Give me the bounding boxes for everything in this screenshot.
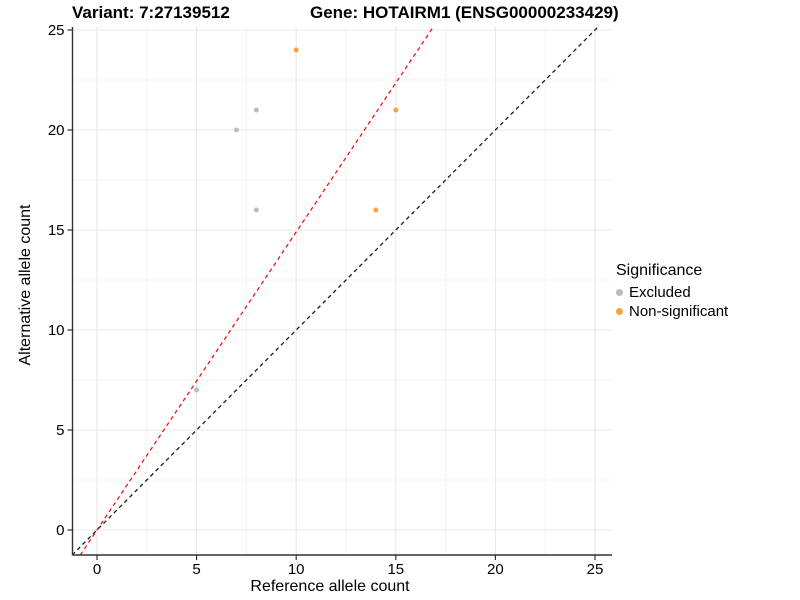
expected-ratio-line [79,26,434,556]
y-tick-label: 20 [48,122,65,139]
legend-item-excluded: Excluded [616,283,728,301]
identity-line [71,26,599,556]
data-point-excluded [233,127,239,133]
x-tick-label: 0 [93,561,101,578]
x-tick-label: 5 [192,561,200,578]
data-point-non-significant [373,207,379,213]
x-axis-title: Reference allele count [250,578,410,595]
legend-item-label: Non-significant [629,302,729,320]
x-tick-label: 15 [387,561,404,578]
data-point-excluded [253,107,259,113]
y-tick-label: 25 [48,22,65,39]
legend-item-non-significant: Non-significant [616,302,728,320]
y-tick-label: 15 [48,222,65,239]
y-tick-label: 5 [56,422,64,439]
legend: Significance Excluded Non-significant [616,262,728,320]
x-tick-label: 10 [288,561,305,578]
x-tick-label: 25 [587,561,604,578]
x-tick-label: 20 [487,561,504,578]
data-point-excluded [253,207,259,213]
y-tick-label: 10 [48,322,65,339]
non-significant-dot-icon [616,307,623,315]
y-tick-label: 0 [56,522,64,539]
excluded-dot-icon [616,288,623,296]
data-point-non-significant [393,107,399,113]
data-point-excluded [194,387,200,393]
gene-title: Gene: HOTAIRM1 (ENSG00000233429) [310,3,619,22]
legend-title: Significance [616,262,703,279]
data-point-non-significant [293,47,299,53]
legend-item-label: Excluded [629,283,691,301]
variant-title: Variant: 7:27139512 [72,3,230,22]
